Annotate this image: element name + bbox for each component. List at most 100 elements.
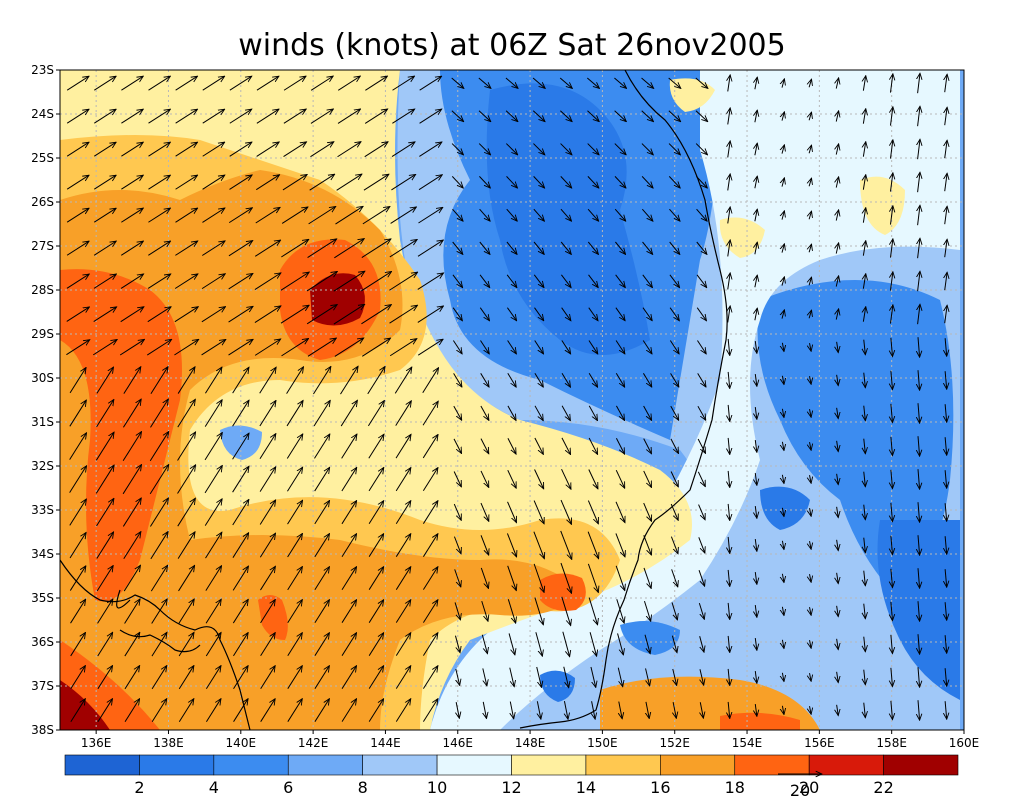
wind-vector (451, 110, 464, 122)
wind-vector (891, 370, 893, 390)
wind-vector (810, 673, 812, 681)
wind-vector (728, 470, 730, 488)
wind-vector (782, 342, 784, 352)
wind-vector (389, 339, 417, 357)
wind-vector (809, 211, 811, 220)
colorbar-swatch (883, 754, 959, 776)
wind-vector (148, 241, 170, 256)
wind-vector (560, 143, 572, 155)
x-tick-label: 146E (443, 736, 474, 750)
wind-vector (229, 175, 252, 190)
wind-vector (259, 500, 275, 525)
x-tick-label: 156E (804, 736, 835, 750)
wind-vector (755, 539, 757, 551)
y-tick-label: 29S (31, 327, 54, 341)
wind-speed-fills (60, 70, 960, 730)
wind-vector (587, 208, 599, 221)
wind-vector (615, 241, 625, 254)
wind-vector (669, 340, 679, 354)
wind-vector (505, 110, 518, 122)
wind-vector (560, 530, 572, 559)
wind-vector (287, 633, 303, 656)
wind-vector (306, 271, 337, 292)
wind-vector (480, 340, 489, 353)
wind-vector (809, 145, 811, 154)
wind-vector (918, 436, 920, 456)
wind-vector (341, 567, 357, 590)
x-tick-label: 142E (298, 736, 329, 750)
wind-vector (918, 469, 920, 489)
wind-vector (148, 142, 171, 157)
wind-vector (561, 372, 570, 387)
wind-vector (204, 499, 222, 526)
wind-vector (124, 632, 140, 657)
y-tick-label: 34S (31, 547, 54, 561)
wind-vector (810, 640, 812, 648)
y-tick-label: 26S (31, 195, 54, 209)
wind-vector (232, 433, 249, 460)
wind-vector (281, 339, 309, 357)
wind-vector (641, 110, 654, 122)
wind-vector (232, 499, 249, 526)
wind-vector (310, 142, 333, 158)
wind-vector (97, 632, 113, 657)
wind-vector (561, 468, 571, 489)
wind-vector (202, 76, 225, 91)
x-tick-label: 140E (226, 736, 257, 750)
wind-vector (395, 401, 412, 426)
wind-vector (175, 241, 197, 256)
wind-vector (368, 534, 383, 557)
colorbar-label: 6 (283, 778, 293, 797)
wind-vector (314, 600, 330, 623)
wind-vector (728, 141, 730, 158)
wind-vector (259, 367, 276, 394)
wind-vector (782, 211, 784, 220)
wind-vector (395, 666, 410, 689)
wind-vector (507, 501, 517, 523)
wind-vector (422, 699, 437, 722)
wind-vector (810, 475, 812, 483)
wind-vector (229, 76, 252, 91)
coastline-border (116, 589, 131, 609)
wind-vector (66, 142, 89, 157)
wind-vector (69, 466, 87, 493)
wind-vector (232, 533, 249, 558)
wind-vector (281, 207, 308, 224)
wind-vector (532, 77, 545, 88)
wind-vector (533, 208, 545, 221)
wind-vector (945, 602, 947, 620)
wind-vector (256, 109, 279, 124)
wind-vector (177, 532, 195, 559)
wind-vector (66, 274, 89, 289)
wind-vector (417, 273, 444, 290)
wind-vector (119, 339, 144, 356)
wind-vector (697, 438, 705, 453)
wind-vector (313, 366, 330, 395)
wind-vector (562, 631, 570, 657)
wind-vector (642, 241, 653, 254)
wind-vector (728, 240, 730, 257)
wind-vector (918, 238, 920, 259)
wind-vector (560, 499, 571, 524)
wind-vector (146, 339, 171, 356)
wind-vector (364, 109, 387, 124)
wind-vector (560, 208, 572, 221)
wind-vector (205, 532, 222, 559)
wind-vector (615, 469, 624, 488)
wind-vector (588, 340, 598, 353)
wind-vector (755, 572, 757, 584)
wind-vector (260, 699, 275, 722)
wind-vector (863, 208, 865, 223)
wind-vector (228, 273, 253, 290)
wind-vector (617, 633, 624, 655)
wind-vector (782, 112, 784, 121)
wind-vector (945, 74, 947, 93)
wind-vector (810, 574, 812, 582)
wind-vector (810, 442, 812, 450)
wind-vector (728, 503, 730, 521)
wind-vector (483, 701, 486, 719)
wind-vector (535, 632, 543, 656)
wind-vector (668, 143, 680, 155)
wind-vector (368, 699, 383, 722)
wind-vector (697, 405, 706, 420)
